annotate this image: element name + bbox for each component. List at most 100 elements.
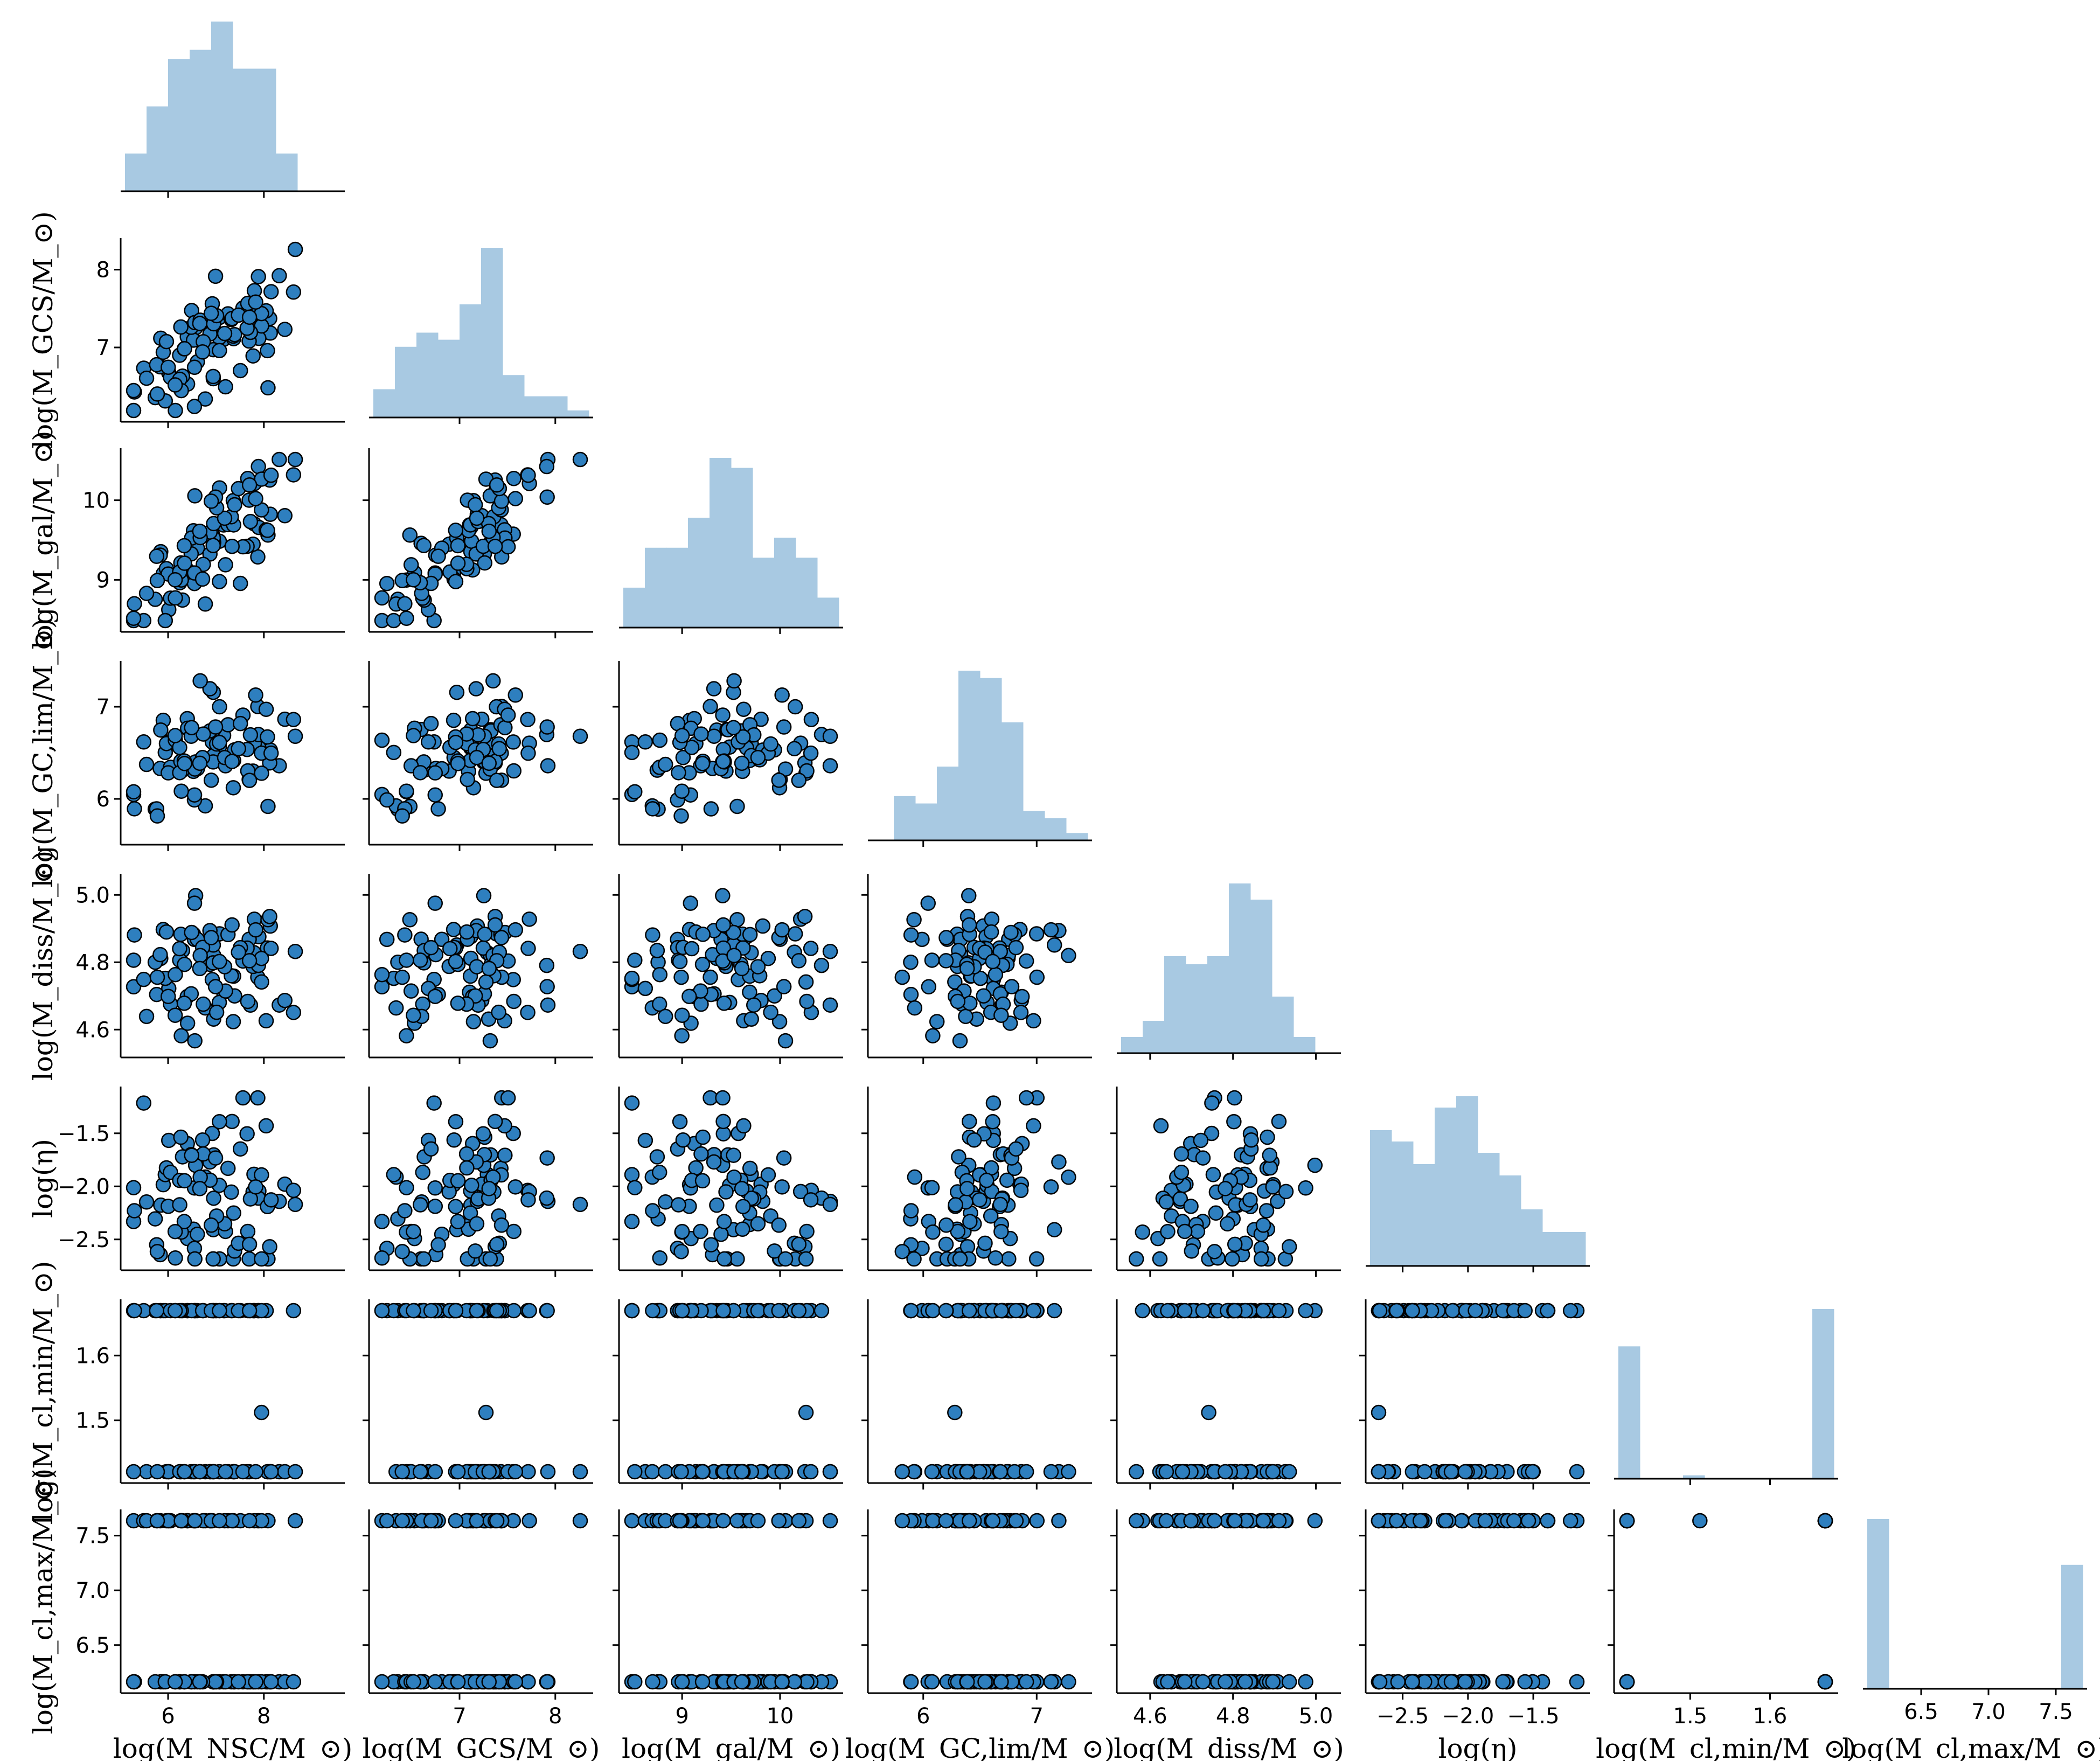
- hist-bar-gclim-4: [958, 671, 981, 840]
- scatter-point-diss-gal-56: [683, 895, 698, 911]
- hist-bar-gcs-0: [373, 389, 395, 417]
- scatter-point-eta-gal-77: [673, 1244, 689, 1259]
- scatter-point-eta-diss-51: [1225, 1251, 1240, 1267]
- scatter-point-clmax-gal-81: [715, 1513, 731, 1529]
- scatter-point-clmin-eta-67: [1569, 1464, 1585, 1480]
- scatter-point-clmax-gal-89: [734, 1674, 750, 1690]
- scatter-point-clmax-eta-68: [1495, 1674, 1511, 1690]
- y-tick-label-clmax-2: 7.5: [75, 1524, 110, 1549]
- hist-bar-eta-4: [1456, 1096, 1478, 1266]
- scatter-point-eta-nsc-59: [239, 1126, 255, 1141]
- hist-bar-gal-1: [645, 547, 667, 628]
- scatter-point-diss-nsc-54: [168, 966, 183, 983]
- scatter-point-diss-gcs-46: [459, 924, 475, 940]
- scatter-point-diss-nsc-43: [258, 1013, 274, 1029]
- scatter-point-clmax-gclim-85: [985, 1513, 1000, 1529]
- scatter-point-gal-gcs-60: [399, 610, 414, 626]
- scatter-point-gclim-gal-21: [637, 734, 653, 750]
- scatter-point-eta-diss-49: [1173, 1164, 1190, 1180]
- scatter-point-diss-gclim-35: [929, 1014, 945, 1029]
- scatter-point-eta-gal-41: [798, 1251, 814, 1267]
- scatter-point-diss-gcs-71: [399, 1028, 414, 1043]
- scatter-point-eta-diss-76: [1242, 1192, 1258, 1208]
- scatter-point-eta-gal-20: [624, 1095, 640, 1111]
- scatter-point-gclim-gal-88: [774, 687, 790, 703]
- scatter-point-clmax-nsc-78: [187, 1513, 203, 1529]
- scatter-point-diss-gal-44: [746, 997, 762, 1013]
- scatter-point-clmax-gclim-89: [959, 1674, 975, 1690]
- x-tick-label-eta-2: −1.5: [1507, 1704, 1559, 1729]
- scatter-point-gal-gcs-39: [386, 612, 402, 629]
- scatter-point-eta-gclim-67: [1018, 1090, 1034, 1106]
- scatter-point-gal-gcs-58: [397, 596, 413, 612]
- scatter-point-gclim-gal-70: [671, 765, 686, 781]
- y-axis-label-clmin: log(M_cl,min/M_⊙): [27, 1261, 59, 1522]
- scatter-point-gal-nsc-34: [251, 458, 266, 475]
- x-axis-label-clmin: log(M_cl,min/M_⊙): [1596, 1733, 1856, 1761]
- scatter-point-gal-nsc-51: [205, 538, 221, 553]
- scatter-point-eta-gclim-79: [950, 1223, 966, 1240]
- scatter-point-gclim-gcs-16: [505, 734, 521, 750]
- scatter-point-gclim-gcs-70: [412, 765, 428, 781]
- hist-bar-nsc-4: [211, 22, 233, 191]
- scatter-point-gcs-nsc-88: [248, 294, 263, 310]
- scatter-point-clmin-diss-87: [1227, 1303, 1243, 1319]
- scatter-point-eta-diss-82: [1255, 1217, 1271, 1233]
- scatter-point-clmax-gcs-56: [427, 1674, 443, 1690]
- scatter-point-diss-gclim-22: [907, 1000, 923, 1016]
- scatter-point-clmax-clmin-87: [1817, 1513, 1833, 1529]
- scatter-point-clmax-gclim-88: [1043, 1674, 1059, 1690]
- scatter-point-eta-gal-62: [760, 1167, 776, 1183]
- scatter-point-gclim-nsc-82: [203, 772, 219, 788]
- scatter-point-eta-gclim-7: [1001, 1251, 1017, 1267]
- scatter-point-eta-gcs-54: [374, 1250, 390, 1266]
- scatter-point-diss-nsc-50: [138, 1008, 155, 1025]
- scatter-point-eta-gcs-52: [467, 1243, 483, 1259]
- panel-gal-vs-nsc: 9 10 log(M_gal/M_⊙): [27, 430, 345, 650]
- scatter-point-gclim-nsc-43: [258, 701, 274, 717]
- hist-bar-nsc-3: [190, 50, 212, 191]
- scatter-point-eta-nsc-84: [177, 1173, 192, 1189]
- scatter-point-gcs-nsc-8: [277, 322, 293, 337]
- scatter-point-diss-nsc-74: [287, 943, 303, 959]
- x-tick-label-eta-1: −2.0: [1442, 1704, 1494, 1729]
- scatter-point-clmin-gal-88: [774, 1464, 790, 1480]
- scatter-point-eta-gclim-87: [938, 1236, 954, 1252]
- scatter-point-gal-nsc-55: [260, 523, 275, 538]
- scatter-point-diss-gcs-86: [406, 1007, 421, 1023]
- scatter-point-diss-gclim-89: [959, 960, 975, 977]
- scatter-point-clmax-nsc-71: [173, 1513, 189, 1529]
- scatter-point-eta-diss-78: [1128, 1251, 1144, 1267]
- scatter-point-clmax-gclim-17: [1029, 1513, 1045, 1529]
- scatter-point-clmin-gal-60: [627, 1464, 643, 1480]
- scatter-point-diss-gclim-5: [903, 954, 919, 970]
- scatter-point-gclim-gal-71: [674, 783, 690, 799]
- scatter-point-clmax-nsc-85: [212, 1513, 227, 1529]
- scatter-point-diss-gcs-27: [379, 931, 395, 948]
- scatter-point-clmax-gal-58: [645, 1674, 660, 1690]
- scatter-point-eta-gal-0: [624, 1214, 640, 1229]
- scatter-point-eta-gal-86: [674, 1223, 690, 1240]
- scatter-point-eta-gal-76: [803, 1192, 819, 1208]
- scatter-point-clmin-gal-41: [798, 1404, 814, 1421]
- scatter-point-gclim-nsc-76: [263, 745, 279, 761]
- scatter-point-eta-gal-57: [695, 1129, 711, 1145]
- scatter-point-gal-gcs-75: [450, 538, 466, 554]
- hist-bar-clmin-9: [1812, 1309, 1834, 1479]
- scatter-point-eta-gcs-63: [469, 1216, 485, 1232]
- scatter-point-gal-nsc-69: [232, 575, 248, 591]
- scatter-point-eta-diss-43: [1153, 1118, 1169, 1134]
- scatter-point-gal-nsc-50: [138, 586, 155, 601]
- scatter-point-clmax-eta-18: [1454, 1513, 1470, 1529]
- scatter-point-clmin-nsc-41: [254, 1404, 269, 1421]
- scatter-point-eta-diss-71: [1135, 1224, 1150, 1240]
- scatter-point-diss-nsc-66: [161, 989, 176, 1004]
- y-tick-label-clmin-0: 1.5: [75, 1409, 110, 1433]
- scatter-point-diss-gal-54: [652, 966, 668, 983]
- scatter-point-eta-diss-9: [1307, 1157, 1323, 1173]
- scatter-point-eta-nsc-67: [235, 1090, 251, 1106]
- scatter-point-clmax-nsc-83: [231, 1674, 246, 1690]
- scatter-point-gclim-gcs-85: [448, 734, 464, 750]
- scatter-point-clmin-eta-75: [1417, 1464, 1433, 1480]
- scatter-point-eta-gclim-73: [979, 1172, 995, 1188]
